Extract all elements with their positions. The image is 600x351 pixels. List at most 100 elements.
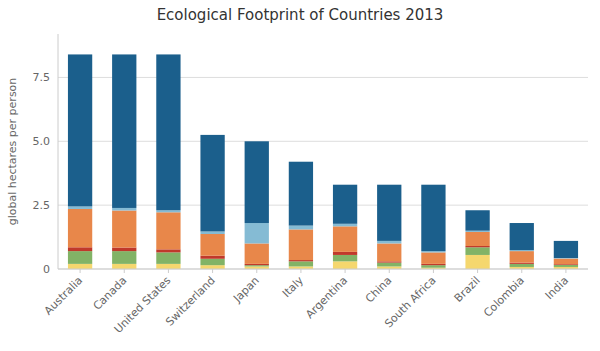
- grid-line: [58, 141, 588, 142]
- x-tick: [477, 269, 478, 273]
- bar-segment: [421, 264, 445, 265]
- bar-segment: [554, 265, 578, 267]
- bar-segment: [68, 54, 92, 206]
- y-axis-label: global hectares per person: [6, 78, 19, 226]
- bar-segment: [156, 210, 180, 212]
- bar-segment: [289, 260, 313, 261]
- bar-segment: [68, 264, 92, 269]
- x-tick: [80, 269, 81, 273]
- bar-segment: [333, 226, 357, 252]
- bar-segment: [510, 251, 534, 262]
- bar-segment: [510, 223, 534, 250]
- x-tick: [389, 269, 390, 273]
- bar-segment: [289, 226, 313, 230]
- bar-segment: [465, 246, 489, 247]
- x-tick: [565, 269, 566, 273]
- bar-segment: [112, 54, 136, 208]
- x-tick-label: Brazil: [452, 274, 483, 305]
- x-tick: [124, 269, 125, 273]
- bar-segment: [377, 243, 401, 261]
- bar-segment: [200, 256, 224, 259]
- bar-segment: [200, 259, 224, 265]
- x-tick-label: Canada: [91, 274, 130, 313]
- y-tick-label: 7.5: [33, 71, 51, 84]
- grid-line: [58, 77, 588, 78]
- bar-segment: [112, 248, 136, 252]
- bar-segment: [200, 234, 224, 256]
- bar-segment: [112, 211, 136, 248]
- bar-segment: [465, 247, 489, 255]
- bar-segment: [112, 264, 136, 269]
- y-tick-label: 2.5: [33, 199, 51, 212]
- x-tick-label: Japan: [230, 274, 262, 306]
- bar-segment: [245, 223, 269, 243]
- x-tick-label: Switzerland: [163, 274, 218, 329]
- bar-segment: [554, 241, 578, 258]
- bar-segment: [200, 231, 224, 234]
- x-tick-label: United States: [112, 274, 174, 336]
- bar-segment: [421, 265, 445, 268]
- bar-segment: [112, 251, 136, 264]
- bar-segment: [465, 231, 489, 232]
- x-tick: [212, 269, 213, 273]
- bar-segment: [289, 261, 313, 266]
- bar-segment: [289, 229, 313, 260]
- grid-line: [58, 269, 588, 270]
- bar-segment: [200, 265, 224, 269]
- x-tick: [433, 269, 434, 273]
- bar-segment: [377, 263, 401, 267]
- bar-segment: [245, 264, 269, 265]
- bar-segment: [245, 141, 269, 223]
- bar-segment: [377, 261, 401, 262]
- bar-segment: [554, 259, 578, 265]
- x-tick: [345, 269, 346, 273]
- bar-segment: [333, 224, 357, 227]
- x-tick-label: India: [543, 274, 571, 302]
- bar-segment: [465, 232, 489, 246]
- x-tick-label: Italy: [280, 274, 306, 300]
- bars: [68, 54, 578, 269]
- bar-segment: [465, 210, 489, 230]
- bar-segment: [510, 263, 534, 264]
- x-tick-label: China: [363, 274, 394, 305]
- bar-segment: [377, 185, 401, 241]
- bar-segment: [333, 185, 357, 224]
- x-tick-label: Colombia: [481, 274, 527, 320]
- bar-segment: [421, 251, 445, 252]
- bar-segment: [68, 247, 92, 251]
- bar-segment: [68, 209, 92, 247]
- grid: [58, 77, 588, 269]
- bar-segment: [200, 135, 224, 232]
- bar-segment: [510, 264, 534, 267]
- bar-segment: [156, 264, 180, 269]
- bar-segment: [245, 265, 269, 266]
- x-tick-label: Australia: [42, 274, 86, 318]
- x-tick: [521, 269, 522, 273]
- x-axis-line: [58, 269, 588, 270]
- bar-segment: [156, 54, 180, 210]
- bar-segment: [156, 252, 180, 263]
- bar-segment: [156, 212, 180, 249]
- title: Ecological Footprint of Countries 2013: [157, 6, 444, 24]
- bar-segment: [333, 255, 357, 261]
- y-tick-label: 5.0: [33, 135, 51, 148]
- x-tick: [300, 269, 301, 273]
- y-axis-line: [58, 34, 59, 269]
- bar-segment: [465, 255, 489, 269]
- bar-segment: [156, 249, 180, 252]
- grid-line: [58, 205, 588, 206]
- x-tick: [256, 269, 257, 273]
- bar-segment: [68, 251, 92, 264]
- bar-segment: [421, 185, 445, 251]
- x-tick-label: South Africa: [382, 274, 438, 330]
- bar-segment: [289, 162, 313, 226]
- y-tick-label: 0: [43, 263, 50, 276]
- bar-segment: [510, 250, 534, 251]
- x-tick: [168, 269, 169, 273]
- bar-segment: [245, 243, 269, 263]
- bar-segment: [68, 206, 92, 209]
- bar-segment: [421, 252, 445, 263]
- bar-segment: [377, 241, 401, 244]
- x-tick-label: Argentina: [303, 274, 350, 321]
- bar-segment: [112, 208, 136, 211]
